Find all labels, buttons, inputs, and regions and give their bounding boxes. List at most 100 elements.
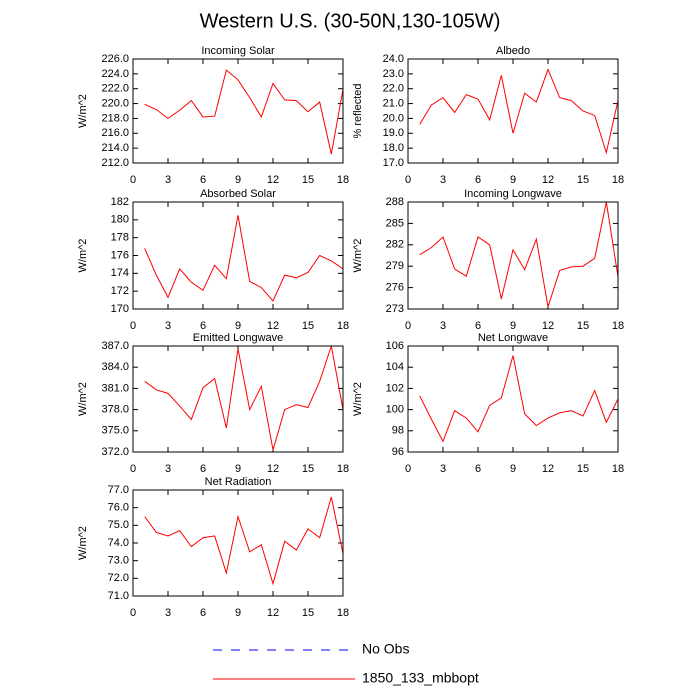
y-tick-label: 182: [111, 196, 129, 208]
x-tick-label: 12: [542, 174, 554, 186]
x-tick-label: 6: [475, 174, 481, 186]
x-tick-label: 0: [130, 320, 136, 332]
x-tick-label: 0: [405, 320, 411, 332]
panel-title: Absorbed Solar: [200, 188, 276, 200]
y-tick-label: 21.0: [383, 97, 404, 109]
x-tick-label: 0: [130, 463, 136, 475]
data-line: [144, 215, 344, 302]
y-axis-label: W/m^2: [352, 382, 364, 416]
x-tick-label: 3: [440, 174, 446, 186]
y-tick-label: 180: [111, 214, 129, 226]
y-tick-label: 216.0: [101, 127, 129, 139]
legend-label: No Obs: [362, 641, 409, 657]
y-tick-label: 102: [386, 382, 404, 394]
y-tick-label: 276: [386, 282, 404, 294]
y-tick-label: 96: [392, 446, 404, 458]
y-tick-label: 174: [111, 267, 129, 279]
plot-frame: [132, 201, 344, 310]
x-tick-label: 9: [510, 463, 516, 475]
y-tick-label: 17.0: [383, 157, 404, 169]
x-tick-label: 18: [337, 320, 349, 332]
x-tick-label: 9: [235, 320, 241, 332]
y-tick-label: 106: [386, 340, 404, 352]
panel-title: Emitted Longwave: [193, 332, 284, 344]
y-tick-label: 378.0: [101, 404, 129, 416]
y-tick-label: 381.0: [101, 382, 129, 394]
data-line: [144, 496, 344, 586]
x-tick-label: 15: [302, 320, 314, 332]
x-tick-label: 15: [302, 463, 314, 475]
panel-title: Net Radiation: [205, 476, 272, 488]
x-tick-label: 12: [267, 320, 279, 332]
x-tick-label: 0: [130, 607, 136, 619]
panel-title: Net Longwave: [478, 332, 548, 344]
x-tick-label: 9: [235, 607, 241, 619]
y-tick-label: 100: [386, 404, 404, 416]
y-axis-label: W/m^2: [77, 526, 89, 560]
y-axis-label: W/m^2: [77, 382, 89, 416]
figure-title: Western U.S. (30-50N,130-105W): [200, 10, 501, 32]
y-tick-label: 23.0: [383, 68, 404, 80]
x-tick-label: 12: [542, 320, 554, 332]
y-tick-label: 74.0: [108, 537, 129, 549]
data-line: [419, 68, 619, 155]
y-tick-label: 170: [111, 303, 129, 315]
y-tick-label: 282: [386, 239, 404, 251]
x-tick-label: 0: [405, 463, 411, 475]
x-tick-label: 18: [337, 463, 349, 475]
panel-title: Albedo: [496, 45, 530, 57]
x-tick-label: 3: [440, 463, 446, 475]
panel-title: Incoming Longwave: [464, 188, 562, 200]
x-tick-label: 3: [440, 320, 446, 332]
y-tick-label: 176: [111, 249, 129, 261]
y-tick-label: 20.0: [383, 112, 404, 124]
y-tick-label: 104: [386, 361, 404, 373]
y-tick-label: 273: [386, 303, 404, 315]
x-tick-label: 12: [542, 463, 554, 475]
y-tick-label: 98: [392, 425, 404, 437]
y-tick-label: 178: [111, 232, 129, 244]
x-tick-label: 12: [267, 463, 279, 475]
y-tick-label: 372.0: [101, 446, 129, 458]
x-tick-label: 3: [165, 174, 171, 186]
y-tick-label: 285: [386, 217, 404, 229]
x-tick-label: 12: [267, 607, 279, 619]
y-tick-label: 387.0: [101, 340, 129, 352]
y-tick-label: 214.0: [101, 142, 129, 154]
y-tick-label: 75.0: [108, 519, 129, 531]
x-tick-label: 15: [302, 607, 314, 619]
plot-frame: [407, 201, 619, 310]
y-tick-label: 218.0: [101, 112, 129, 124]
x-tick-label: 9: [510, 320, 516, 332]
data-line: [144, 69, 344, 155]
x-tick-label: 6: [475, 463, 481, 475]
y-tick-label: 18.0: [383, 142, 404, 154]
x-tick-label: 3: [165, 607, 171, 619]
y-axis-label: W/m^2: [352, 239, 364, 273]
y-tick-label: 76.0: [108, 502, 129, 514]
x-tick-label: 6: [200, 607, 206, 619]
x-tick-label: 18: [612, 463, 624, 475]
data-line: [419, 201, 619, 308]
y-tick-label: 77.0: [108, 484, 129, 496]
x-tick-label: 0: [130, 174, 136, 186]
y-tick-label: 19.0: [383, 127, 404, 139]
x-tick-label: 15: [577, 463, 589, 475]
y-tick-label: 220.0: [101, 97, 129, 109]
x-tick-label: 18: [612, 320, 624, 332]
y-tick-label: 212.0: [101, 157, 129, 169]
legend-label: 1850_133_mbbopt: [362, 670, 479, 686]
plot-frame: [407, 345, 619, 453]
x-tick-label: 9: [235, 174, 241, 186]
y-tick-label: 222.0: [101, 83, 129, 95]
plot-frame: [132, 489, 344, 597]
x-tick-label: 3: [165, 320, 171, 332]
data-line: [419, 355, 619, 443]
x-tick-label: 15: [302, 174, 314, 186]
y-axis-label: W/m^2: [77, 239, 89, 273]
plot-frame: [132, 345, 344, 453]
y-tick-label: 22.0: [383, 83, 404, 95]
y-tick-label: 384.0: [101, 361, 129, 373]
y-tick-label: 72.0: [108, 572, 129, 584]
